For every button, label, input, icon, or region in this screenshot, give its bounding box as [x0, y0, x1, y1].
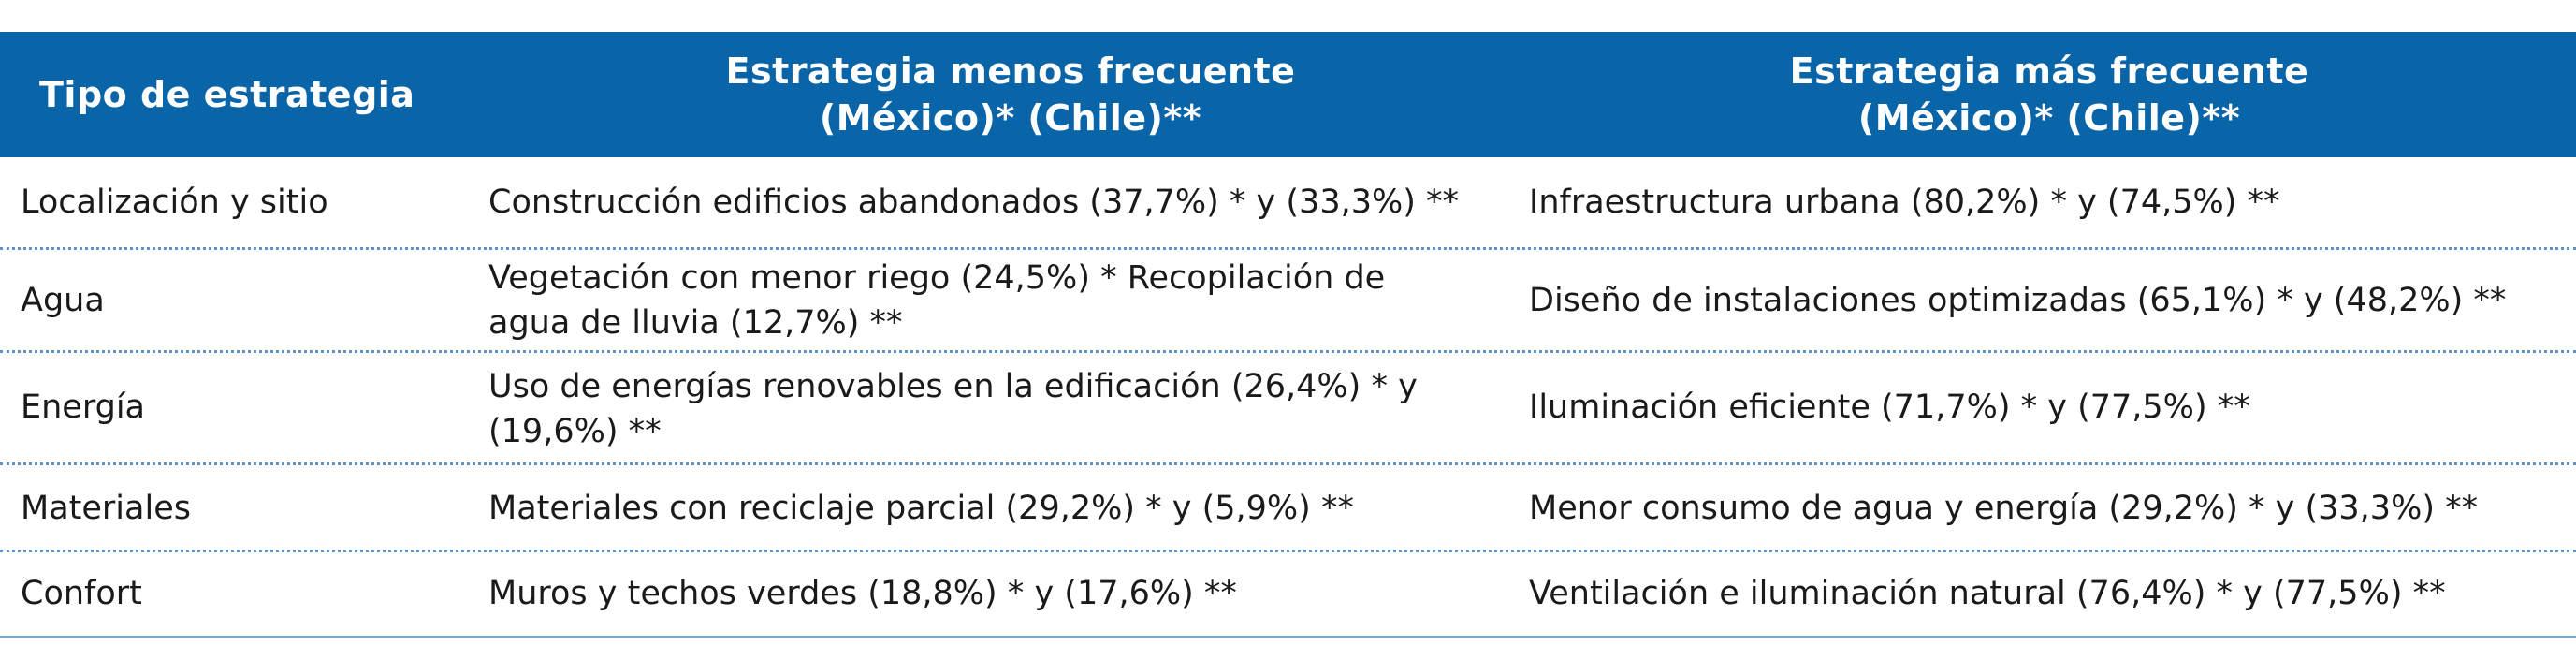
cell-less-frequent-line: Uso de energías renovables en la edifica…: [488, 368, 1418, 405]
header-less-frequent-subtitle: (México)* (Chile)**: [819, 97, 1202, 139]
table-row: Confort Muros y techos verdes (18,8%) * …: [0, 552, 2576, 638]
header-strategy-type-label: Tipo de estrategia: [39, 74, 415, 115]
header-less-frequent-title: Estrategia menos frecuente: [725, 51, 1296, 92]
cell-strategy-type: Energía: [21, 389, 145, 426]
cell-strategy-type: Confort: [21, 575, 142, 612]
table-row: Agua Vegetación con menor riego (24,5%) …: [0, 250, 2576, 353]
table-row: Materiales Materiales con reciclaje parc…: [0, 465, 2576, 552]
cell-less-frequent-line: Muros y techos verdes (18,8%) * y (17,6%…: [488, 575, 1237, 612]
cell-less-frequent-line: (19,6%) **: [488, 413, 662, 450]
cell-more-frequent: Infraestructura urbana (80,2%) * y (74,5…: [1529, 183, 2280, 221]
cell-less-frequent: Uso de energías renovables en la edifica…: [488, 364, 1518, 454]
header-strategy-type: Tipo de estrategia: [39, 32, 451, 157]
cell-more-frequent: Menor consumo de agua y energía (29,2%) …: [1529, 490, 2479, 527]
table-header: Tipo de estrategia Estrategia menos frec…: [0, 32, 2576, 157]
strategy-table: Tipo de estrategia Estrategia menos frec…: [0, 32, 2576, 638]
cell-less-frequent: Vegetación con menor riego (24,5%) * Rec…: [488, 256, 1518, 345]
table-row: Energía Uso de energías renovables en la…: [0, 353, 2576, 465]
header-more-frequent: Estrategia más frecuente (México)* (Chil…: [1525, 32, 2573, 157]
header-less-frequent: Estrategia menos frecuente (México)* (Ch…: [487, 32, 1535, 157]
cell-more-frequent: Ventilación e iluminación natural (76,4%…: [1529, 575, 2446, 612]
cell-less-frequent-line: Materiales con reciclaje parcial (29,2%)…: [488, 490, 1354, 527]
table-row: Localización y sitio Construcción edific…: [0, 157, 2576, 250]
cell-less-frequent: Muros y techos verdes (18,8%) * y (17,6%…: [488, 571, 1518, 616]
cell-more-frequent: Iluminación eficiente (71,7%) * y (77,5%…: [1529, 389, 2250, 426]
header-more-frequent-title: Estrategia más frecuente: [1789, 51, 2309, 92]
cell-less-frequent: Construcción edificios abandonados (37,7…: [488, 180, 1518, 225]
cell-less-frequent-line: Vegetación con menor riego (24,5%) * Rec…: [488, 259, 1386, 297]
cell-less-frequent-line: agua de lluvia (12,7%) **: [488, 304, 903, 342]
cell-less-frequent-line: Construcción edificios abandonados (37,7…: [488, 183, 1460, 221]
cell-strategy-type: Agua: [21, 282, 105, 319]
header-more-frequent-subtitle: (México)* (Chile)**: [1857, 97, 2241, 139]
cell-strategy-type: Materiales: [21, 490, 191, 527]
cell-strategy-type: Localización y sitio: [21, 183, 328, 221]
cell-less-frequent: Materiales con reciclaje parcial (29,2%)…: [488, 486, 1518, 531]
cell-more-frequent: Diseño de instalaciones optimizadas (65,…: [1529, 282, 2507, 319]
